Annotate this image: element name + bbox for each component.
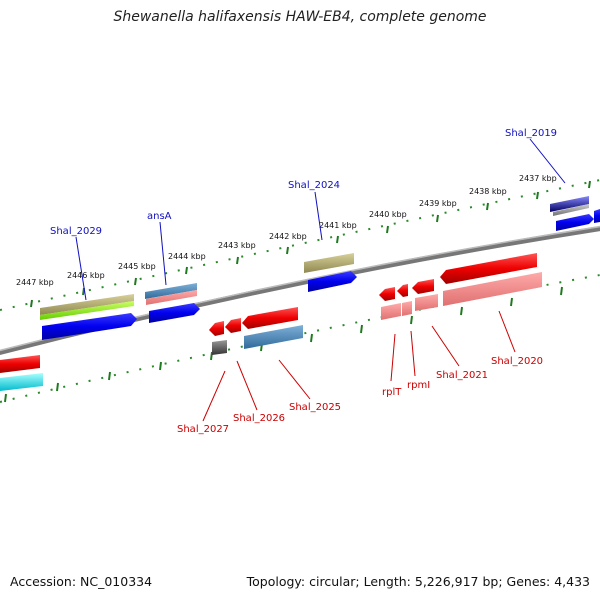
reverse-features <box>0 253 542 391</box>
gene-feature-pink <box>415 294 438 311</box>
scale-label: 2440 kbp <box>369 210 407 219</box>
reverse-major-ticks <box>4 286 563 403</box>
scale-label: 2445 kbp <box>118 262 156 271</box>
accession-text: Accession: NC_010334 <box>10 574 153 589</box>
scale-label: 2438 kbp <box>469 187 507 196</box>
gene-feature-pink <box>402 301 412 316</box>
gene-label-shal-2029: Shal_2029 <box>50 226 102 237</box>
gene-label-shal-2019: Shal_2019 <box>505 128 557 139</box>
gene-label-ansa: ansA <box>147 211 172 222</box>
gene-feature-steel <box>244 325 303 349</box>
scale-label: 2446 kbp <box>67 271 105 280</box>
scale-label: 2442 kbp <box>269 232 307 241</box>
gene-arrow-red <box>397 284 408 297</box>
forward-major-ticks <box>30 180 591 308</box>
gene-arrow-red <box>440 253 537 284</box>
scale-label: 2437 kbp <box>519 174 557 183</box>
scale-label: 2443 kbp <box>218 241 256 250</box>
gene-feature-navy <box>550 196 589 212</box>
forward-leader-lines <box>75 138 566 301</box>
gene-feature-khaki <box>40 294 134 315</box>
map-title: Shewanella halifaxensis HAW-EB4, complet… <box>113 9 487 25</box>
gene-feature-pink <box>381 303 401 320</box>
gene-label-shal-2027: Shal_2027 <box>177 424 229 435</box>
gene-feature-lime <box>40 301 134 320</box>
gene-label-rpmi: rpmI <box>407 380 430 391</box>
scale-label: 2447 kbp <box>16 278 54 287</box>
forward-gene-labels: Shal_2029 ansA Shal_2024 Shal_2019 <box>50 128 557 237</box>
gene-feature-pink <box>443 272 542 306</box>
gene-arrow-red <box>379 287 395 301</box>
gene-arrow-red <box>209 321 224 336</box>
gene-label-shal-2024: Shal_2024 <box>288 180 340 191</box>
gene-feature-pink <box>146 290 197 305</box>
reverse-gene-labels: Shal_2027 Shal_2026 Shal_2025 rplT rpmI … <box>177 356 543 435</box>
gene-arrow-blue <box>308 271 357 292</box>
gene-feature-khaki <box>304 253 354 273</box>
reverse-leader-lines <box>202 310 516 422</box>
gene-feature-dark <box>212 340 227 355</box>
gene-feature-grey <box>553 204 589 216</box>
scale-label: 2441 kbp <box>319 221 357 230</box>
gene-label-shal-2026: Shal_2026 <box>233 413 285 424</box>
gene-label-shal-2020: Shal_2020 <box>491 356 543 367</box>
gene-arrow-red <box>242 307 298 329</box>
gene-arrow-blue <box>149 303 200 323</box>
gene-arrow-red <box>225 318 241 333</box>
gene-feature-steel <box>145 283 197 299</box>
gene-arrow-blue <box>42 313 137 340</box>
scale-labels: 2447 kbp 2446 kbp 2445 kbp 2444 kbp 2443… <box>16 174 557 287</box>
gene-arrow-blue <box>594 209 600 223</box>
gene-label-shal-2025: Shal_2025 <box>289 402 341 413</box>
gene-feature-red <box>0 355 40 373</box>
gene-label-shal-2021: Shal_2021 <box>436 370 488 381</box>
genome-summary-text: Topology: circular; Length: 5,226,917 bp… <box>246 574 590 589</box>
scale-label: 2439 kbp <box>419 199 457 208</box>
gene-arrow-red <box>412 279 434 294</box>
gene-arrow-blue <box>556 214 594 231</box>
gene-label-rplt: rplT <box>382 387 402 398</box>
gene-feature-cyan <box>0 373 43 391</box>
scale-label: 2444 kbp <box>168 252 206 261</box>
forward-features <box>40 196 600 340</box>
